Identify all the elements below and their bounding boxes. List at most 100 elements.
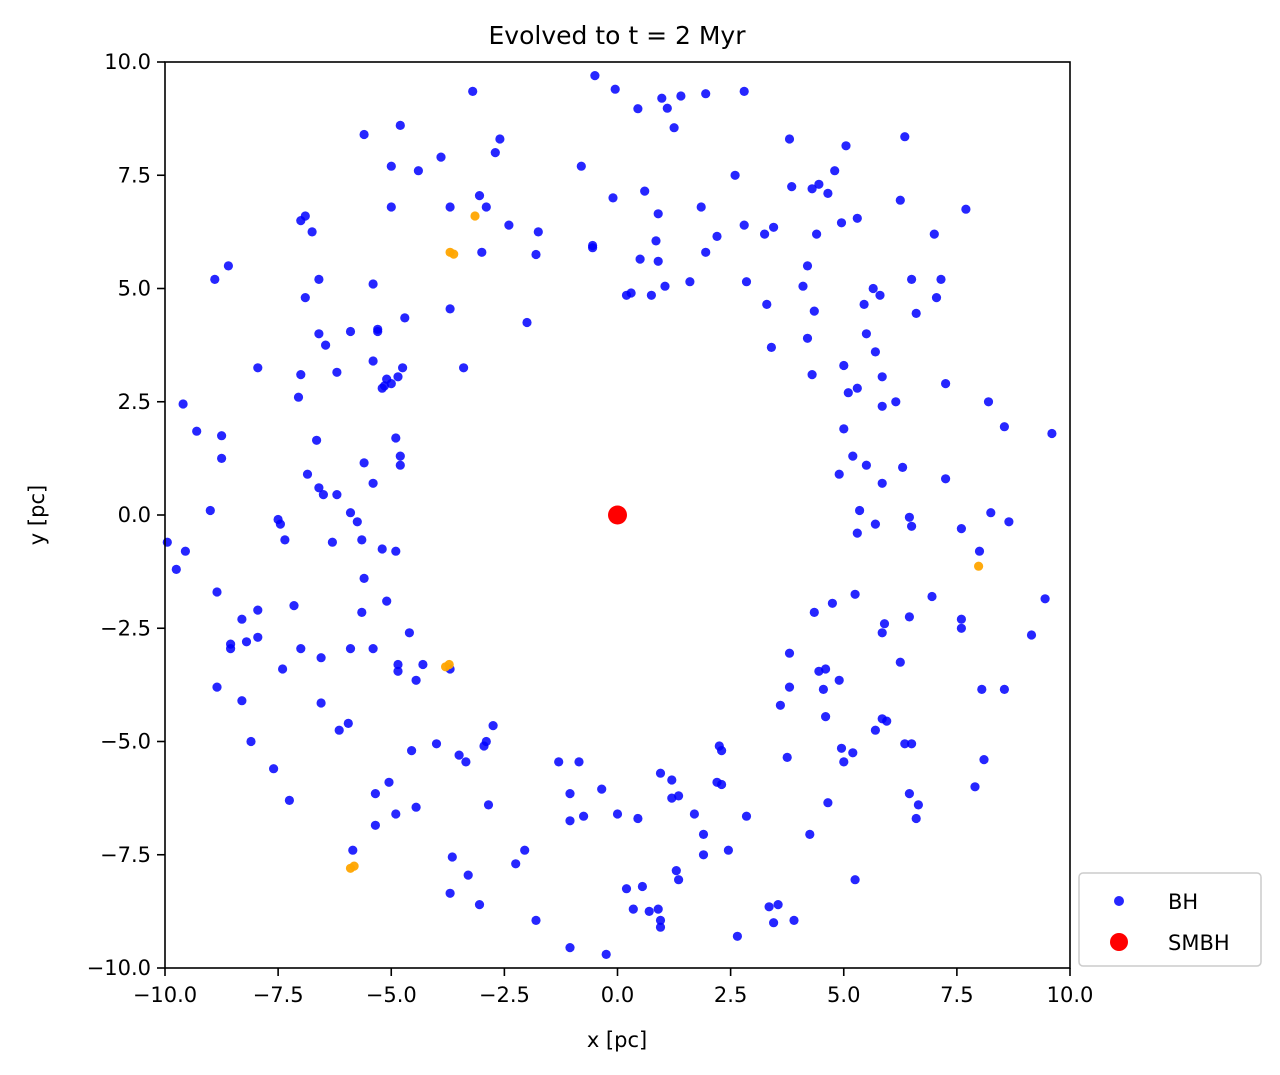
bh-point bbox=[787, 182, 797, 192]
bh-point bbox=[979, 755, 989, 765]
bh-point bbox=[348, 845, 358, 855]
bh-point bbox=[986, 508, 996, 518]
bh-point bbox=[852, 528, 862, 538]
bh-point bbox=[927, 591, 937, 602]
y-axis: −10.0 −7.5 −5.0 −2.5 0.0 2.5 5.0 7.5 10.0 bbox=[87, 50, 165, 980]
bh-point bbox=[891, 397, 901, 407]
bh-point bbox=[483, 800, 494, 810]
bh-point bbox=[391, 433, 401, 443]
bh-point bbox=[671, 866, 681, 876]
bh-point bbox=[373, 324, 383, 334]
bh-point bbox=[590, 71, 600, 81]
bh-point bbox=[907, 274, 917, 284]
bh-point bbox=[852, 213, 862, 223]
bh-point bbox=[601, 949, 611, 960]
bh-point bbox=[821, 712, 831, 722]
bh-point bbox=[717, 746, 727, 756]
bh-point bbox=[393, 666, 403, 676]
bh-point bbox=[723, 845, 734, 855]
bh-point bbox=[730, 170, 740, 180]
x-axis: −10.0 −7.5 −5.0 −2.5 0.0 2.5 5.0 7.5 10.0 bbox=[133, 968, 1093, 1007]
bh-point bbox=[936, 274, 946, 284]
bh-point bbox=[929, 229, 939, 239]
bh-point bbox=[1004, 517, 1014, 527]
bh-point bbox=[762, 299, 772, 309]
bh-merged-point bbox=[349, 861, 359, 871]
bh-point bbox=[459, 363, 469, 373]
bh-point bbox=[974, 546, 985, 556]
bh-point bbox=[386, 379, 396, 389]
bh-point bbox=[839, 424, 849, 434]
bh-point bbox=[359, 573, 369, 584]
bh-point bbox=[861, 460, 872, 470]
y-tick-label: 5.0 bbox=[118, 277, 151, 301]
bh-point bbox=[807, 184, 817, 194]
bh-point bbox=[368, 478, 378, 488]
bh-point bbox=[983, 397, 994, 407]
x-tick-label: −10.0 bbox=[133, 983, 197, 1007]
bh-point bbox=[474, 191, 485, 201]
bh-merged-point bbox=[449, 249, 459, 259]
bh-point bbox=[739, 220, 749, 230]
y-tick-label: −7.5 bbox=[100, 843, 151, 867]
bh-point bbox=[877, 401, 887, 411]
bh-point bbox=[877, 628, 887, 638]
bh-point bbox=[384, 777, 394, 787]
bh-point bbox=[635, 254, 645, 264]
bh-point bbox=[411, 802, 421, 812]
x-tick-label: −7.5 bbox=[253, 983, 304, 1007]
bh-point bbox=[834, 675, 844, 685]
bh-point bbox=[904, 512, 915, 522]
bh-point bbox=[368, 644, 378, 654]
bh-point bbox=[802, 333, 813, 343]
bh-point bbox=[393, 659, 403, 670]
bh-point bbox=[667, 775, 677, 785]
bh-point bbox=[377, 544, 387, 554]
bh-point bbox=[870, 347, 881, 357]
bh-point bbox=[766, 342, 777, 352]
bh-point bbox=[637, 881, 648, 892]
bh-point bbox=[431, 739, 442, 749]
bh-point bbox=[293, 392, 304, 402]
bh-point bbox=[850, 875, 860, 885]
bh-point bbox=[296, 644, 306, 654]
bh-point bbox=[882, 716, 892, 726]
bh-point bbox=[205, 505, 215, 516]
bh-point bbox=[461, 757, 471, 767]
bh-point bbox=[904, 789, 915, 799]
bh-point bbox=[655, 915, 666, 926]
bh-point bbox=[660, 281, 670, 291]
bh-point bbox=[296, 216, 306, 226]
y-tick-label: −5.0 bbox=[100, 730, 151, 754]
bh-point bbox=[407, 746, 417, 756]
bh-point bbox=[404, 628, 414, 638]
bh-point bbox=[217, 431, 227, 441]
bh-merged-point bbox=[441, 662, 451, 672]
bh-point bbox=[674, 791, 684, 801]
bh-point bbox=[782, 752, 792, 763]
bh-point bbox=[579, 811, 589, 821]
bh-point bbox=[961, 204, 971, 214]
bh-point bbox=[300, 293, 310, 303]
bh-point bbox=[391, 546, 401, 556]
y-tick-label: 7.5 bbox=[118, 163, 151, 187]
bh-point bbox=[676, 91, 686, 101]
bh-point bbox=[302, 469, 313, 479]
bh-point bbox=[314, 329, 324, 339]
bh-point bbox=[823, 798, 833, 808]
bh-point bbox=[809, 306, 819, 316]
bh-point bbox=[246, 736, 256, 747]
bh-point bbox=[769, 222, 779, 232]
bh-point bbox=[931, 293, 942, 303]
bh-point bbox=[732, 931, 743, 941]
bh-point bbox=[807, 370, 817, 380]
bh-point bbox=[278, 664, 288, 674]
bh-point bbox=[814, 179, 824, 189]
bh-point bbox=[870, 519, 881, 529]
bh-point bbox=[334, 725, 344, 735]
y-tick-label: 10.0 bbox=[104, 50, 151, 74]
bh-point bbox=[999, 684, 1010, 695]
bh-point bbox=[941, 379, 951, 389]
bh-point bbox=[504, 220, 514, 230]
bh-point bbox=[775, 700, 786, 710]
